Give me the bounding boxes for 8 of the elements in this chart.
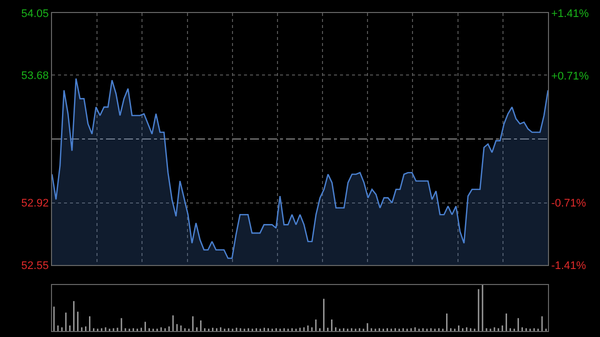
y-tick-label: 52.55	[21, 260, 49, 272]
y-tick-label: 53.68	[21, 70, 49, 82]
y2-tick-label: -0.71%	[551, 197, 586, 210]
y2-tick-label: +1.41%	[551, 8, 590, 20]
y2-tick-label: -1.41%	[551, 260, 586, 272]
y-tick-label: 54.05	[21, 8, 49, 20]
y2-tick-label: +0.71%	[551, 70, 590, 82]
y-tick-label: 52.92	[21, 198, 49, 210]
